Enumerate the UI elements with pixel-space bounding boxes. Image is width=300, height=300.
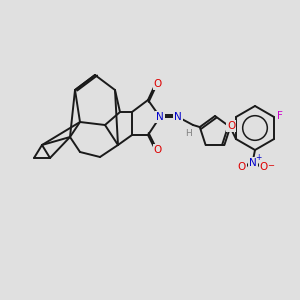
Text: O: O	[154, 145, 162, 155]
Text: +: +	[255, 154, 261, 163]
Text: H: H	[186, 128, 192, 137]
Text: O: O	[260, 162, 268, 172]
Text: F: F	[277, 111, 283, 121]
Text: N: N	[156, 112, 164, 122]
Text: −: −	[268, 161, 274, 170]
Text: O: O	[238, 162, 246, 172]
Text: N: N	[249, 158, 257, 168]
Text: O: O	[227, 121, 235, 131]
Text: N: N	[174, 112, 182, 122]
Text: O: O	[154, 79, 162, 89]
